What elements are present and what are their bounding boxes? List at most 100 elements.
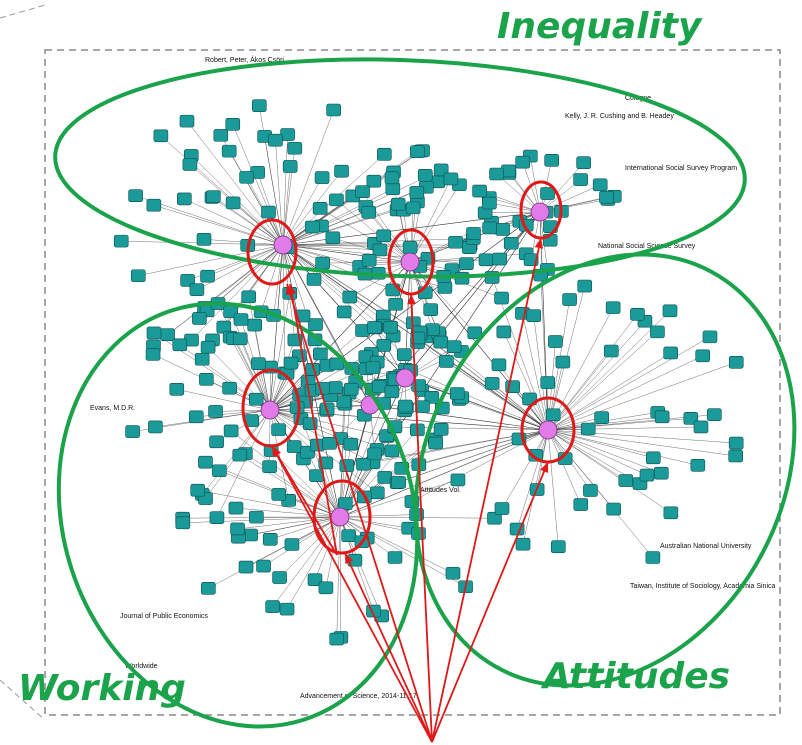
node (599, 191, 613, 203)
node (268, 134, 282, 146)
node (551, 541, 565, 553)
node (391, 198, 405, 210)
node (378, 471, 392, 483)
node (362, 206, 376, 218)
node (496, 223, 510, 235)
node (410, 146, 424, 158)
edge (261, 245, 283, 312)
node (439, 355, 453, 367)
edge (548, 430, 614, 509)
node (344, 383, 358, 395)
frame-edge (0, 5, 45, 18)
node-label: International Social Survey Program (625, 165, 737, 172)
node (177, 193, 191, 205)
node (249, 511, 263, 523)
node (180, 115, 194, 127)
node (485, 377, 499, 389)
hub (396, 369, 414, 387)
node (495, 503, 509, 515)
node (337, 306, 351, 318)
node (161, 329, 175, 341)
node (252, 100, 266, 112)
node (323, 437, 337, 449)
node (189, 411, 203, 423)
node (309, 470, 323, 482)
node (214, 129, 228, 141)
node (342, 530, 356, 542)
node-label: Advancement of Science, 2014-11-17 (300, 693, 417, 700)
node (479, 254, 493, 266)
node (209, 405, 223, 417)
label-attitudes: Attitudes (540, 656, 730, 697)
node (233, 449, 247, 461)
node-label: Australian National University (660, 543, 752, 550)
node (287, 441, 301, 453)
hub (274, 236, 292, 254)
node (199, 373, 213, 385)
node (563, 294, 577, 306)
node-label: Attitudes Vol. (420, 487, 461, 494)
node (415, 401, 429, 413)
node (234, 313, 248, 325)
node (392, 476, 406, 488)
node (344, 438, 358, 450)
node (492, 359, 506, 371)
node (148, 421, 162, 433)
node (183, 158, 197, 170)
node (574, 499, 588, 511)
node (377, 339, 391, 351)
node (654, 467, 668, 479)
node (483, 222, 497, 234)
node (429, 437, 443, 449)
edge (340, 515, 417, 517)
node (438, 281, 452, 293)
node (249, 393, 263, 405)
node (367, 321, 381, 333)
node (261, 206, 275, 218)
edge (283, 166, 290, 245)
node (335, 165, 349, 177)
hub (531, 203, 549, 221)
node (410, 186, 424, 198)
node (583, 484, 597, 496)
node (147, 327, 161, 339)
node (595, 412, 609, 424)
node (444, 173, 458, 185)
node (606, 302, 620, 314)
node (495, 292, 509, 304)
node (604, 345, 618, 357)
node (418, 169, 432, 181)
node (397, 349, 411, 361)
node (198, 456, 212, 468)
node (326, 232, 340, 244)
node (197, 233, 211, 245)
node (493, 253, 507, 265)
node (226, 118, 240, 130)
node (691, 459, 705, 471)
node (729, 450, 743, 462)
node (313, 348, 327, 360)
node (556, 356, 570, 368)
node (284, 357, 298, 369)
node (307, 273, 321, 285)
hub (539, 421, 557, 439)
node (546, 409, 560, 421)
node (340, 460, 354, 472)
hub (331, 508, 349, 526)
node (266, 601, 280, 613)
node (497, 326, 511, 338)
node (385, 386, 399, 398)
node (280, 603, 294, 615)
label-inequality: Inequality (497, 6, 703, 47)
node (283, 160, 297, 172)
label-working: Working (18, 668, 186, 709)
hub (401, 253, 419, 271)
node (398, 400, 412, 412)
node (577, 157, 591, 169)
node (362, 254, 376, 266)
node (272, 424, 286, 436)
node (406, 202, 420, 214)
node (337, 396, 351, 408)
node (201, 270, 215, 282)
node (663, 305, 677, 317)
